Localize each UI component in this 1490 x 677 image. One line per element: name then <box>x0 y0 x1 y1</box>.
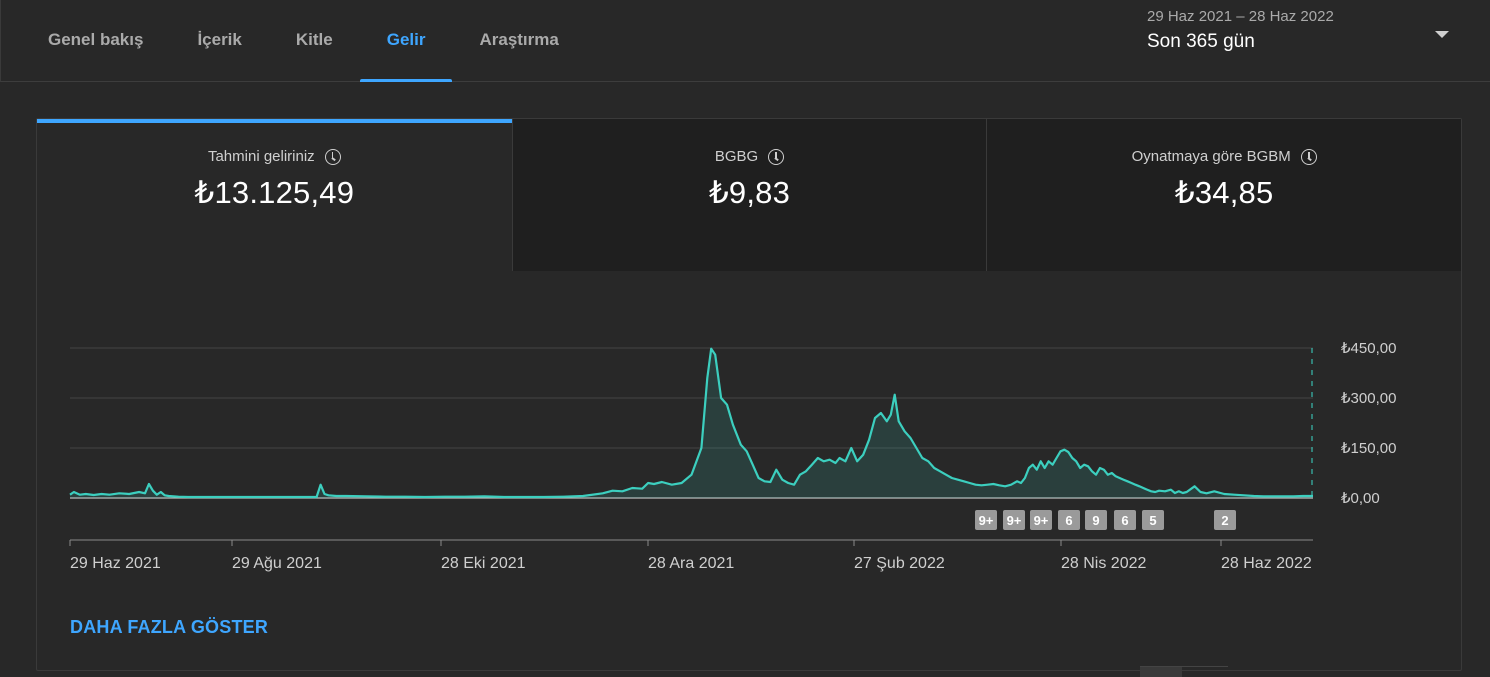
chevron-down-icon[interactable] <box>1435 31 1449 38</box>
video-marker-count: 5 <box>1149 513 1156 528</box>
metric-value: ₺13.125,49 <box>194 175 355 210</box>
bottom-scroll-stub <box>1140 666 1228 677</box>
metric-estimated-revenue[interactable]: Tahmini geliriniz ₺13.125,49 <box>37 119 512 271</box>
video-marker-box <box>1030 510 1052 530</box>
video-marker[interactable]: 6 <box>1058 510 1080 530</box>
x-tick-label: 28 Nis 2022 <box>1061 555 1146 572</box>
metric-label: Oynatmaya göre BGBM <box>1131 148 1291 165</box>
metric-value: ₺34,85 <box>1174 175 1274 210</box>
video-marker[interactable]: 9+ <box>1003 510 1025 530</box>
video-marker-count: 9+ <box>1034 513 1049 528</box>
video-marker[interactable]: 6 <box>1114 510 1136 530</box>
y-tick-label: ₺450,00 <box>1341 340 1396 357</box>
metric-value: ₺9,83 <box>708 175 791 210</box>
video-marker-count: 6 <box>1121 513 1128 528</box>
video-marker[interactable]: 5 <box>1142 510 1164 530</box>
video-marker-box <box>1214 510 1236 530</box>
video-marker[interactable]: 9+ <box>1030 510 1052 530</box>
video-marker[interactable]: 2 <box>1214 510 1236 530</box>
metric-label: Tahmini geliriniz <box>207 148 315 165</box>
revenue-line <box>69 347 1313 499</box>
date-range-dates: 29 Haz 2021 – 28 Haz 2022 <box>1147 8 1334 25</box>
tab-overview[interactable]: Genel bakış <box>48 30 144 49</box>
metric-playback-cpm[interactable]: Oynatmaya göre BGBM ₺34,85 <box>986 119 1462 271</box>
x-tick-label: 29 Ağu 2021 <box>232 555 322 572</box>
clock-icon <box>1300 148 1317 165</box>
date-range-label: Son 365 gün <box>1147 31 1255 52</box>
show-more-button[interactable]: DAHA FAZLA GÖSTER <box>70 617 269 637</box>
y-tick-label: ₺0,00 <box>1341 490 1380 507</box>
video-marker-box <box>1058 510 1080 530</box>
metric-tabs: Tahmini geliriniz ₺13.125,49 BGBG ₺9,83 … <box>37 119 1462 271</box>
metric-label: BGBG <box>714 148 759 165</box>
video-marker-count: 9+ <box>979 513 994 528</box>
analytics-tabs: Genel bakış İçerik Kitle Gelir Araştırma <box>21 0 586 82</box>
x-tick-label: 29 Haz 2021 <box>70 555 161 572</box>
date-range-selector[interactable]: 29 Haz 2021 – 28 Haz 2022 Son 365 gün <box>1147 8 1334 53</box>
video-marker-box <box>1003 510 1025 530</box>
video-marker-box <box>1142 510 1164 530</box>
x-tick-label: 28 Ara 2021 <box>648 555 734 572</box>
video-marker-count: 9 <box>1092 513 1099 528</box>
scroll-thumb[interactable] <box>1140 667 1182 677</box>
clock-icon <box>324 148 341 165</box>
tab-content[interactable]: İçerik <box>197 30 242 49</box>
tab-research[interactable]: Araştırma <box>479 30 559 49</box>
clock-icon <box>768 148 785 165</box>
video-marker-count: 6 <box>1065 513 1072 528</box>
x-tick-label: 28 Eki 2021 <box>441 555 526 572</box>
metric-rpm[interactable]: BGBG ₺9,83 <box>511 119 987 271</box>
video-marker[interactable]: 9+ <box>975 510 997 530</box>
video-marker-box <box>1085 510 1107 530</box>
tab-audience[interactable]: Kitle <box>295 30 333 49</box>
video-marker-box <box>975 510 997 530</box>
video-marker[interactable]: 9 <box>1085 510 1107 530</box>
x-tick-label: 27 Şub 2022 <box>854 555 945 572</box>
y-tick-label: ₺150,00 <box>1341 440 1396 457</box>
video-marker-count: 9+ <box>1007 513 1022 528</box>
x-tick-label: 28 Haz 2022 <box>1221 555 1312 572</box>
video-marker-count: 2 <box>1221 513 1228 528</box>
y-tick-label: ₺300,00 <box>1341 390 1396 407</box>
video-marker-box <box>1114 510 1136 530</box>
top-navigation-bar: Genel bakış İçerik Kitle Gelir Araştırma… <box>0 0 1490 82</box>
revenue-card: Tahmini geliriniz ₺13.125,49 BGBG ₺9,83 … <box>36 118 1462 671</box>
tab-revenue[interactable]: Gelir <box>359 0 453 82</box>
